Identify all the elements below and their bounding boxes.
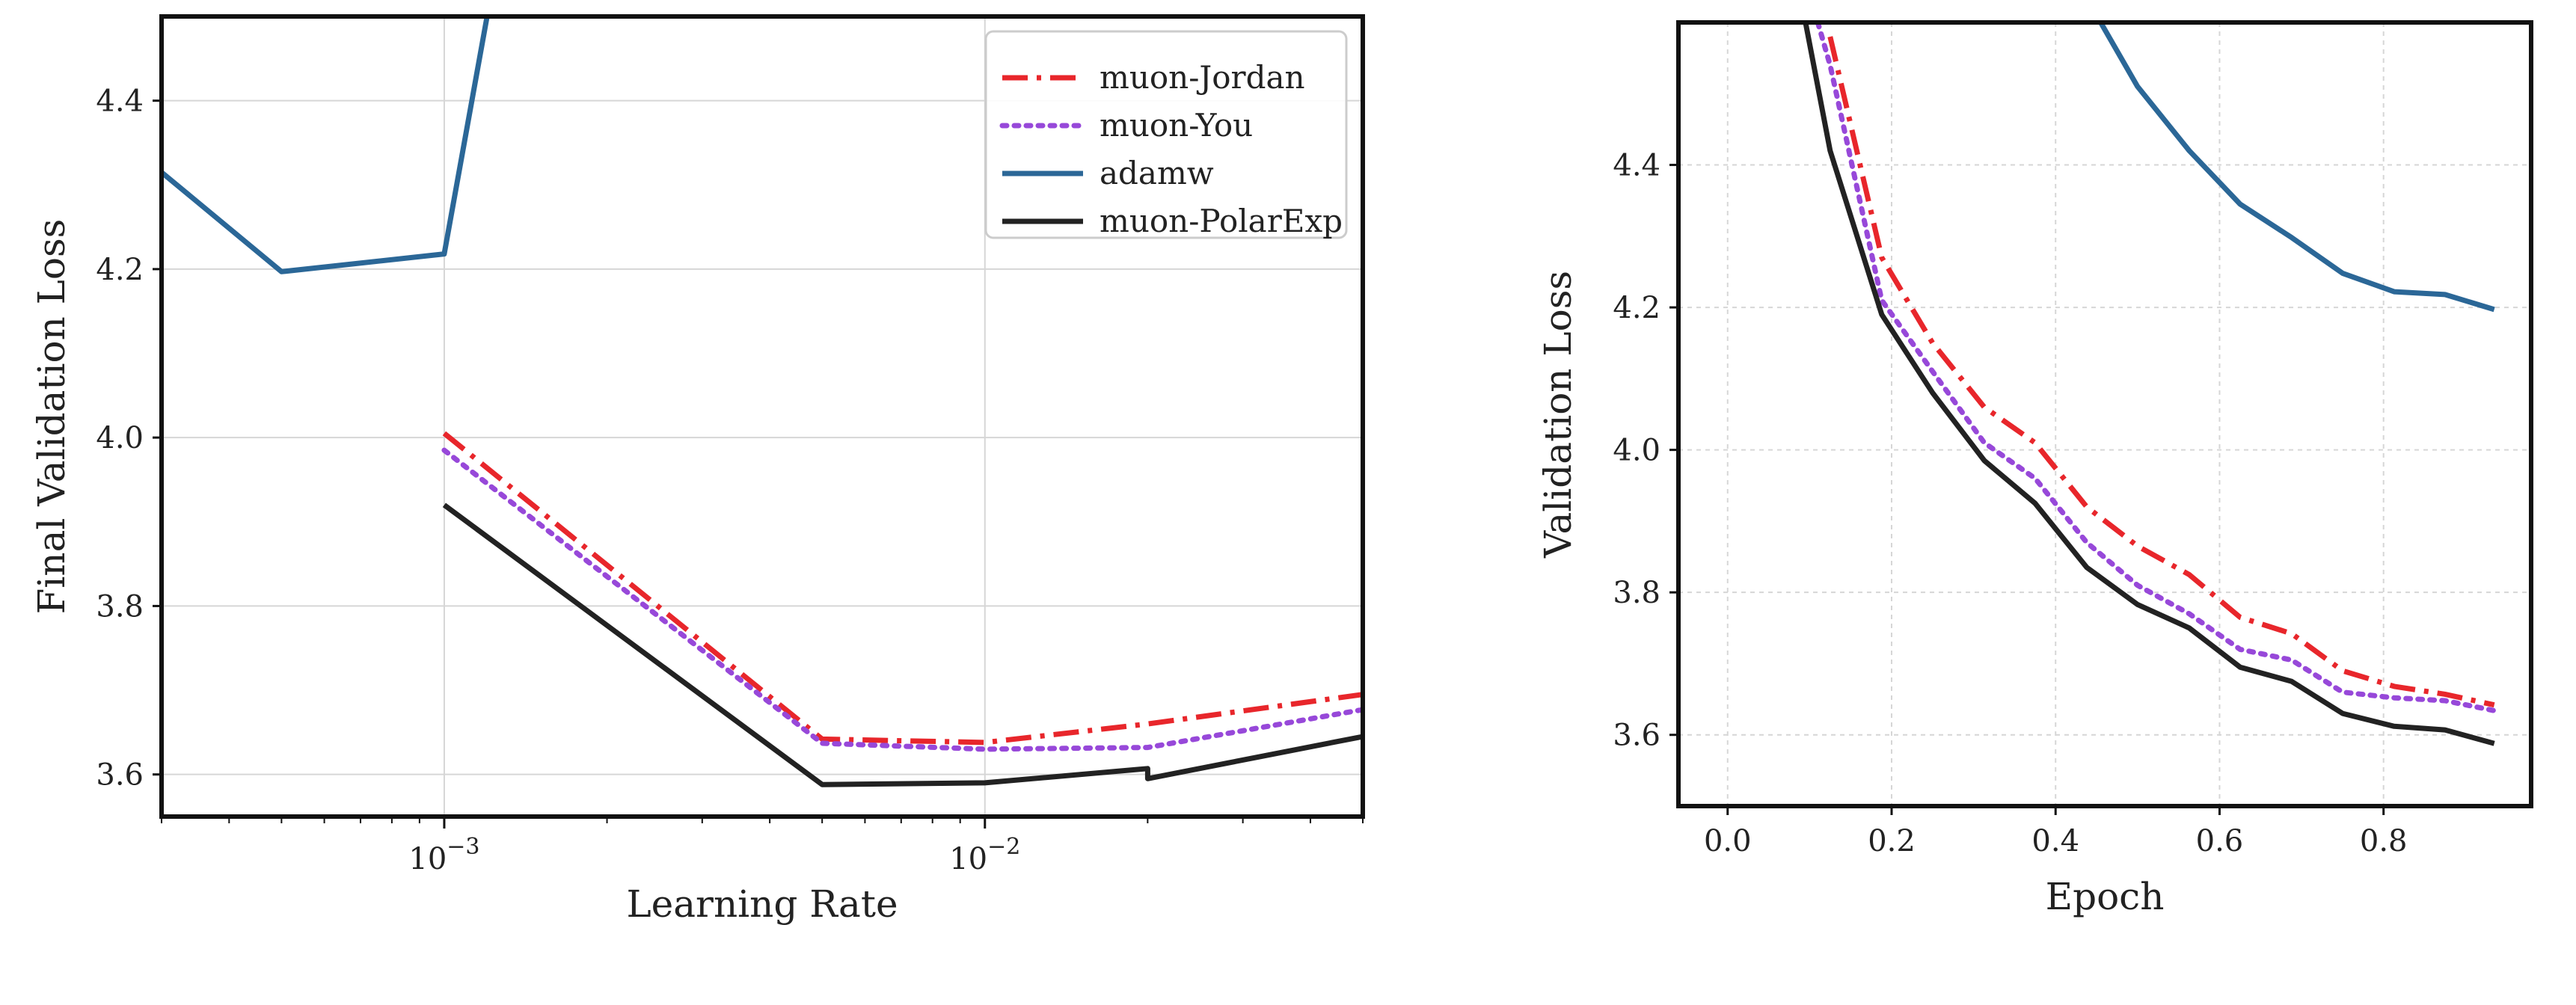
legend-entry: muon-You xyxy=(1100,107,1253,144)
series-group xyxy=(1803,22,2497,746)
y-axis-label: Validation Loss xyxy=(1536,271,1580,559)
series-line-adamw xyxy=(2098,22,2495,313)
x-tick-label: 0.4 xyxy=(2031,824,2079,858)
axes-frame xyxy=(1676,20,2533,808)
y-tick-label: 4.0 xyxy=(1613,434,1660,468)
y-tick-label: 3.8 xyxy=(96,589,144,624)
grid xyxy=(1678,22,2531,806)
legend-entry: muon-Jordan xyxy=(1100,59,1305,96)
learning-rate-panel: 3.6 3.8 4.0 4.2 4.4 10−3 10−2 Learning Rate Fina… xyxy=(30,14,1365,926)
legend-entry: muon-PolarExp xyxy=(1100,203,1343,239)
x-tick-label: 0.0 xyxy=(1704,824,1752,858)
epoch-panel: 3.6 3.8 4.0 4.2 4.4 0.0 0.2 0.4 0.6 0.8 Epoch Valid… xyxy=(1536,20,2533,918)
series-group xyxy=(162,16,1363,787)
x-tick-label: 10−2 xyxy=(949,834,1020,876)
y-tick-label: 4.4 xyxy=(1613,149,1660,183)
y-tick-label: 4.0 xyxy=(96,421,144,455)
y-tick-label: 4.2 xyxy=(96,253,144,287)
y-tick-label: 3.6 xyxy=(96,758,144,793)
legend-box xyxy=(984,30,1348,239)
x-tick-label: 0.6 xyxy=(2196,824,2244,858)
y-tick-label: 4.4 xyxy=(96,84,144,119)
series-line-muon-You xyxy=(441,447,1363,752)
legend: muon-Jordan muon-You adamw muon-PolarExp xyxy=(984,30,1348,239)
y-tick-label: 4.2 xyxy=(1613,291,1660,325)
series-line-muon-Jordan xyxy=(1827,36,2495,708)
y-tick-label: 3.8 xyxy=(1613,576,1660,610)
series-line-muon-Jordan xyxy=(442,431,1363,746)
series-line-muon-You xyxy=(1815,22,2497,713)
x-tick-label: 0.2 xyxy=(1868,824,1916,858)
x-axis-label: Learning Rate xyxy=(626,882,898,926)
series-line-adamw xyxy=(162,16,490,274)
x-axis-label: Epoch xyxy=(2046,875,2165,918)
y-tick-label: 3.6 xyxy=(1613,719,1660,753)
x-tick-label: 10−3 xyxy=(408,834,479,876)
axes-frame xyxy=(159,14,1365,819)
x-tick-label: 0.8 xyxy=(2360,824,2408,858)
series-line-muon-PolarExp xyxy=(1803,22,2495,746)
y-axis-label: Final Validation Loss xyxy=(30,219,73,615)
legend-entry: adamw xyxy=(1100,155,1214,191)
series-line-muon-PolarExp xyxy=(442,502,1363,787)
